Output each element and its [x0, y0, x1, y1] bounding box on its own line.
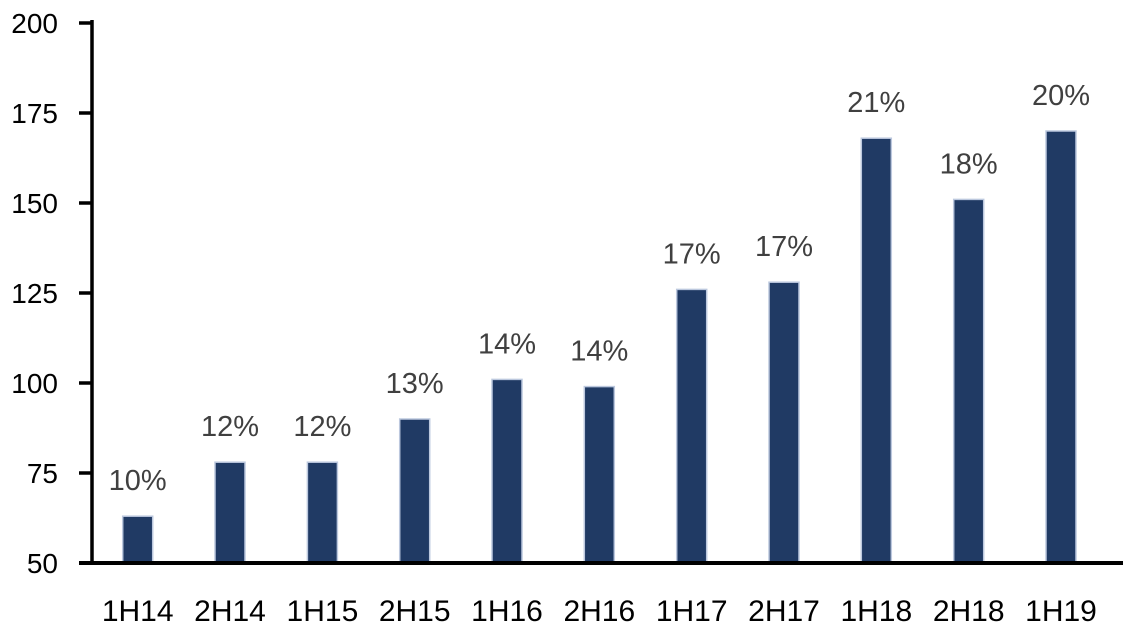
bar [214, 461, 246, 564]
x-category-label: 2H14 [194, 595, 266, 628]
bar-value-label: 21% [847, 87, 905, 119]
x-category-label: 1H16 [471, 595, 543, 628]
x-category-label: 1H14 [102, 595, 174, 628]
x-category-label: 1H19 [1025, 595, 1097, 628]
bar [768, 281, 800, 564]
x-category-label: 2H15 [379, 595, 451, 628]
bar [491, 378, 523, 564]
bar [860, 137, 893, 564]
bar-value-label: 17% [755, 231, 813, 263]
bar-value-label: 18% [940, 148, 998, 180]
y-tick-label: 175 [11, 98, 58, 129]
y-tick-label: 75 [27, 458, 58, 489]
bar [121, 515, 154, 564]
bar-value-label: 14% [478, 328, 536, 360]
x-category-label: 2H17 [748, 595, 820, 628]
y-tick-label: 50 [27, 548, 58, 579]
x-category-label: 2H18 [933, 595, 1005, 628]
bar-value-label: 10% [109, 465, 167, 497]
x-category-label: 1H17 [656, 595, 728, 628]
y-tick-label: 125 [11, 278, 58, 309]
y-tick-label: 100 [11, 368, 58, 399]
y-tick-label: 200 [11, 8, 58, 39]
bar-value-label: 14% [570, 336, 628, 368]
bar-value-label: 17% [663, 238, 721, 270]
bar [952, 198, 985, 564]
x-category-label: 1H18 [840, 595, 912, 628]
bar [583, 385, 616, 564]
bar-value-label: 12% [201, 411, 259, 443]
bar [398, 418, 431, 564]
bar [1045, 130, 1077, 564]
bar [306, 461, 339, 564]
bar [675, 288, 708, 564]
bar-value-label: 20% [1032, 80, 1090, 112]
y-tick-label: 150 [11, 188, 58, 219]
bar-value-label: 12% [293, 411, 351, 443]
bar-value-label: 13% [386, 368, 444, 400]
x-category-label: 1H15 [287, 595, 359, 628]
x-category-label: 2H16 [563, 595, 635, 628]
